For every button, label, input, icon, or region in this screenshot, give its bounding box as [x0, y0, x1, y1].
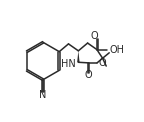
Text: O: O: [85, 70, 92, 80]
Polygon shape: [77, 51, 80, 62]
Text: OH: OH: [110, 45, 125, 55]
Text: O: O: [99, 58, 107, 68]
Text: N: N: [39, 90, 47, 100]
Text: HN: HN: [61, 59, 75, 69]
Text: O: O: [91, 31, 98, 41]
